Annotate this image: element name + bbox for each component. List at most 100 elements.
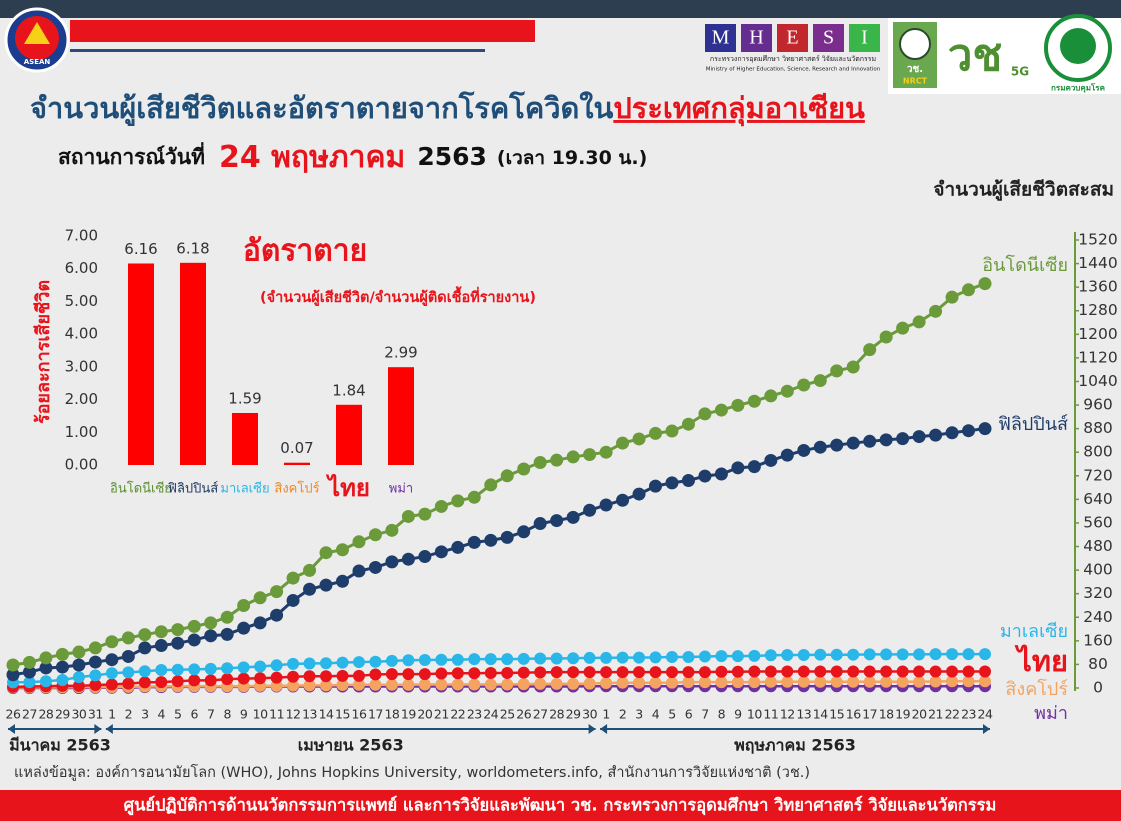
- x-tick-label: 20: [912, 707, 927, 722]
- data-point: [583, 503, 597, 517]
- x-tick-label: 10: [253, 707, 268, 722]
- data-point: [23, 676, 36, 689]
- x-tick-label: 21: [928, 707, 943, 722]
- y-tick-label: 720: [1083, 466, 1113, 484]
- blue-rule: [70, 49, 485, 52]
- x-tick-label: 16: [352, 707, 367, 722]
- source: แหล่งข้อมูล: องค์การอนามัยโลก (WHO), Joh…: [14, 763, 810, 781]
- data-point: [633, 666, 646, 679]
- data-point: [715, 676, 728, 689]
- y-tick-label: 1120: [1078, 348, 1117, 366]
- x-tick-label: 19: [401, 707, 416, 722]
- x-tick-label: 9: [240, 707, 248, 722]
- data-point: [731, 676, 744, 689]
- data-point: [550, 652, 563, 665]
- x-tick-label: 30: [71, 707, 86, 722]
- mhesi-tile: [813, 24, 844, 52]
- data-point: [715, 650, 728, 663]
- data-point: [121, 631, 135, 645]
- x-tick-label: 15: [829, 707, 844, 722]
- data-point: [600, 666, 613, 679]
- arrow-head: [8, 724, 15, 734]
- data-point: [451, 494, 465, 508]
- bar: [180, 262, 206, 465]
- data-point: [880, 648, 893, 661]
- data-point: [929, 428, 943, 442]
- data-point: [880, 665, 893, 678]
- data-point: [599, 445, 613, 459]
- data-point: [270, 671, 283, 684]
- x-tick-label: 2: [619, 707, 626, 722]
- subtitle-lead: สถานการณ์วันที่: [58, 141, 205, 169]
- month-label: พฤษภาคม 2563: [734, 736, 856, 755]
- data-point: [830, 675, 843, 688]
- x-tick-label: 18: [879, 707, 894, 722]
- ddc-text: กรมควบคุมโรค: [1051, 83, 1105, 94]
- data-point: [253, 616, 267, 630]
- data-point: [89, 669, 102, 682]
- data-point: [534, 677, 547, 690]
- x-tick-label: 2: [125, 707, 132, 722]
- data-point: [698, 650, 711, 663]
- data-point: [912, 430, 926, 444]
- data-point: [6, 658, 20, 672]
- data-point: [88, 655, 102, 669]
- data-point: [682, 651, 695, 664]
- data-point: [550, 677, 563, 690]
- data-point: [22, 655, 36, 669]
- data-point: [731, 461, 745, 475]
- data-point: [270, 608, 284, 622]
- data-point: [813, 440, 827, 454]
- mhesi-letter: E: [786, 27, 798, 49]
- data-point: [863, 675, 876, 688]
- data-point: [714, 403, 728, 417]
- data-point: [55, 660, 69, 674]
- nrct-logo: วช. NRCT: [893, 22, 937, 88]
- bar-y-axis-label: ร้อยละการเสียชีวิต: [33, 280, 54, 424]
- mhesi-letter: M: [712, 27, 730, 49]
- bar-category-label: ไทย: [325, 473, 370, 502]
- data-point: [138, 628, 152, 642]
- mhesi-tile: [849, 24, 880, 52]
- data-point: [896, 665, 909, 678]
- arrow-head: [983, 724, 990, 734]
- bar-value-label: 6.16: [124, 240, 157, 258]
- data-point: [105, 653, 119, 667]
- data-point: [847, 665, 860, 678]
- bar-y-tick-label: 6.00: [65, 259, 98, 277]
- x-tick-label: 12: [780, 707, 795, 722]
- series-label: พม่า: [1034, 703, 1068, 724]
- data-point: [154, 625, 168, 639]
- x-tick-label: 5: [174, 707, 181, 722]
- data-point: [385, 523, 399, 537]
- data-point: [912, 315, 926, 329]
- data-point: [979, 648, 991, 661]
- series-line: [12, 427, 986, 677]
- data-point: [814, 665, 827, 678]
- data-point: [616, 436, 630, 450]
- title-main: จำนวนผู้เสียชีวิตและอัตราตายจากโรคโควิดใ…: [30, 90, 614, 126]
- data-point: [863, 665, 876, 678]
- data-point: [566, 510, 580, 524]
- bar-category-label: อินโดนีเซีย: [110, 481, 172, 497]
- bar-category-label: ฟิลิปปินส์: [167, 481, 218, 497]
- data-point: [929, 648, 942, 661]
- data-point: [583, 651, 596, 664]
- bar: [232, 412, 258, 465]
- title-emphasis: ประเทศกลุ่มอาเซียน: [613, 91, 865, 126]
- y-tick-label: 1280: [1078, 301, 1117, 319]
- data-point: [335, 574, 349, 588]
- data-point: [681, 417, 695, 431]
- data-point: [336, 669, 349, 682]
- data-point: [484, 666, 497, 679]
- data-point: [600, 676, 613, 689]
- bar-y-tick-label: 0.00: [65, 456, 98, 474]
- data-point: [418, 678, 431, 691]
- data-point: [698, 676, 711, 689]
- data-point: [484, 653, 497, 666]
- data-point: [385, 555, 399, 569]
- x-tick-label: 3: [635, 707, 642, 722]
- data-point: [352, 669, 365, 682]
- footer: ศูนย์ปฏิบัติการด้านนวัตกรรมการแพทย์ และก…: [124, 796, 997, 817]
- data-point: [781, 648, 794, 661]
